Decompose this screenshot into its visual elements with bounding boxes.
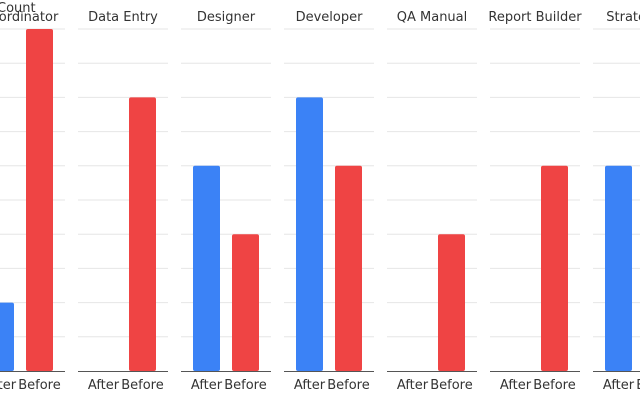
bar-qa-manual-before (438, 234, 465, 371)
bar-designer-after (193, 165, 220, 371)
bar-developer-after (296, 97, 323, 372)
x-tick-data-entry-before: Before (121, 378, 164, 393)
y-axis-label: Count (0, 1, 36, 16)
bar-coordinator-before (26, 29, 53, 371)
x-tick-strategist-after: After (603, 378, 635, 393)
bar-strategist-after (605, 165, 632, 371)
x-tick-developer-before: Before (327, 378, 370, 393)
x-tick-report-builder-after: After (500, 378, 532, 393)
x-tick-designer-before: Before (224, 378, 267, 393)
x-tick-data-entry-after: After (88, 378, 120, 393)
x-tick-coordinator-after: After (0, 378, 17, 393)
x-tick-coordinator-before: Before (18, 378, 61, 393)
x-tick-developer-after: After (294, 378, 326, 393)
panel-title-developer: Developer (296, 10, 364, 25)
x-tick-strategist-before: Before (636, 378, 640, 393)
panel-title-report-builder: Report Builder (488, 10, 582, 25)
panel-title-strategist: Strategist (606, 10, 640, 25)
bar-developer-before (335, 165, 362, 371)
bar-designer-before (232, 234, 259, 371)
x-tick-qa-manual-before: Before (430, 378, 473, 393)
bar-data-entry-before (129, 97, 156, 372)
x-tick-report-builder-before: Before (533, 378, 576, 393)
panel-title-designer: Designer (197, 10, 256, 25)
x-tick-designer-after: After (191, 378, 223, 393)
bar-report-builder-before (541, 165, 568, 371)
panel-title-data-entry: Data Entry (88, 10, 158, 25)
x-tick-qa-manual-after: After (397, 378, 429, 393)
panel-title-coordinator: Coordinator (0, 10, 59, 25)
bar-coordinator-after (0, 302, 14, 371)
panel-title-qa-manual: QA Manual (397, 10, 468, 25)
